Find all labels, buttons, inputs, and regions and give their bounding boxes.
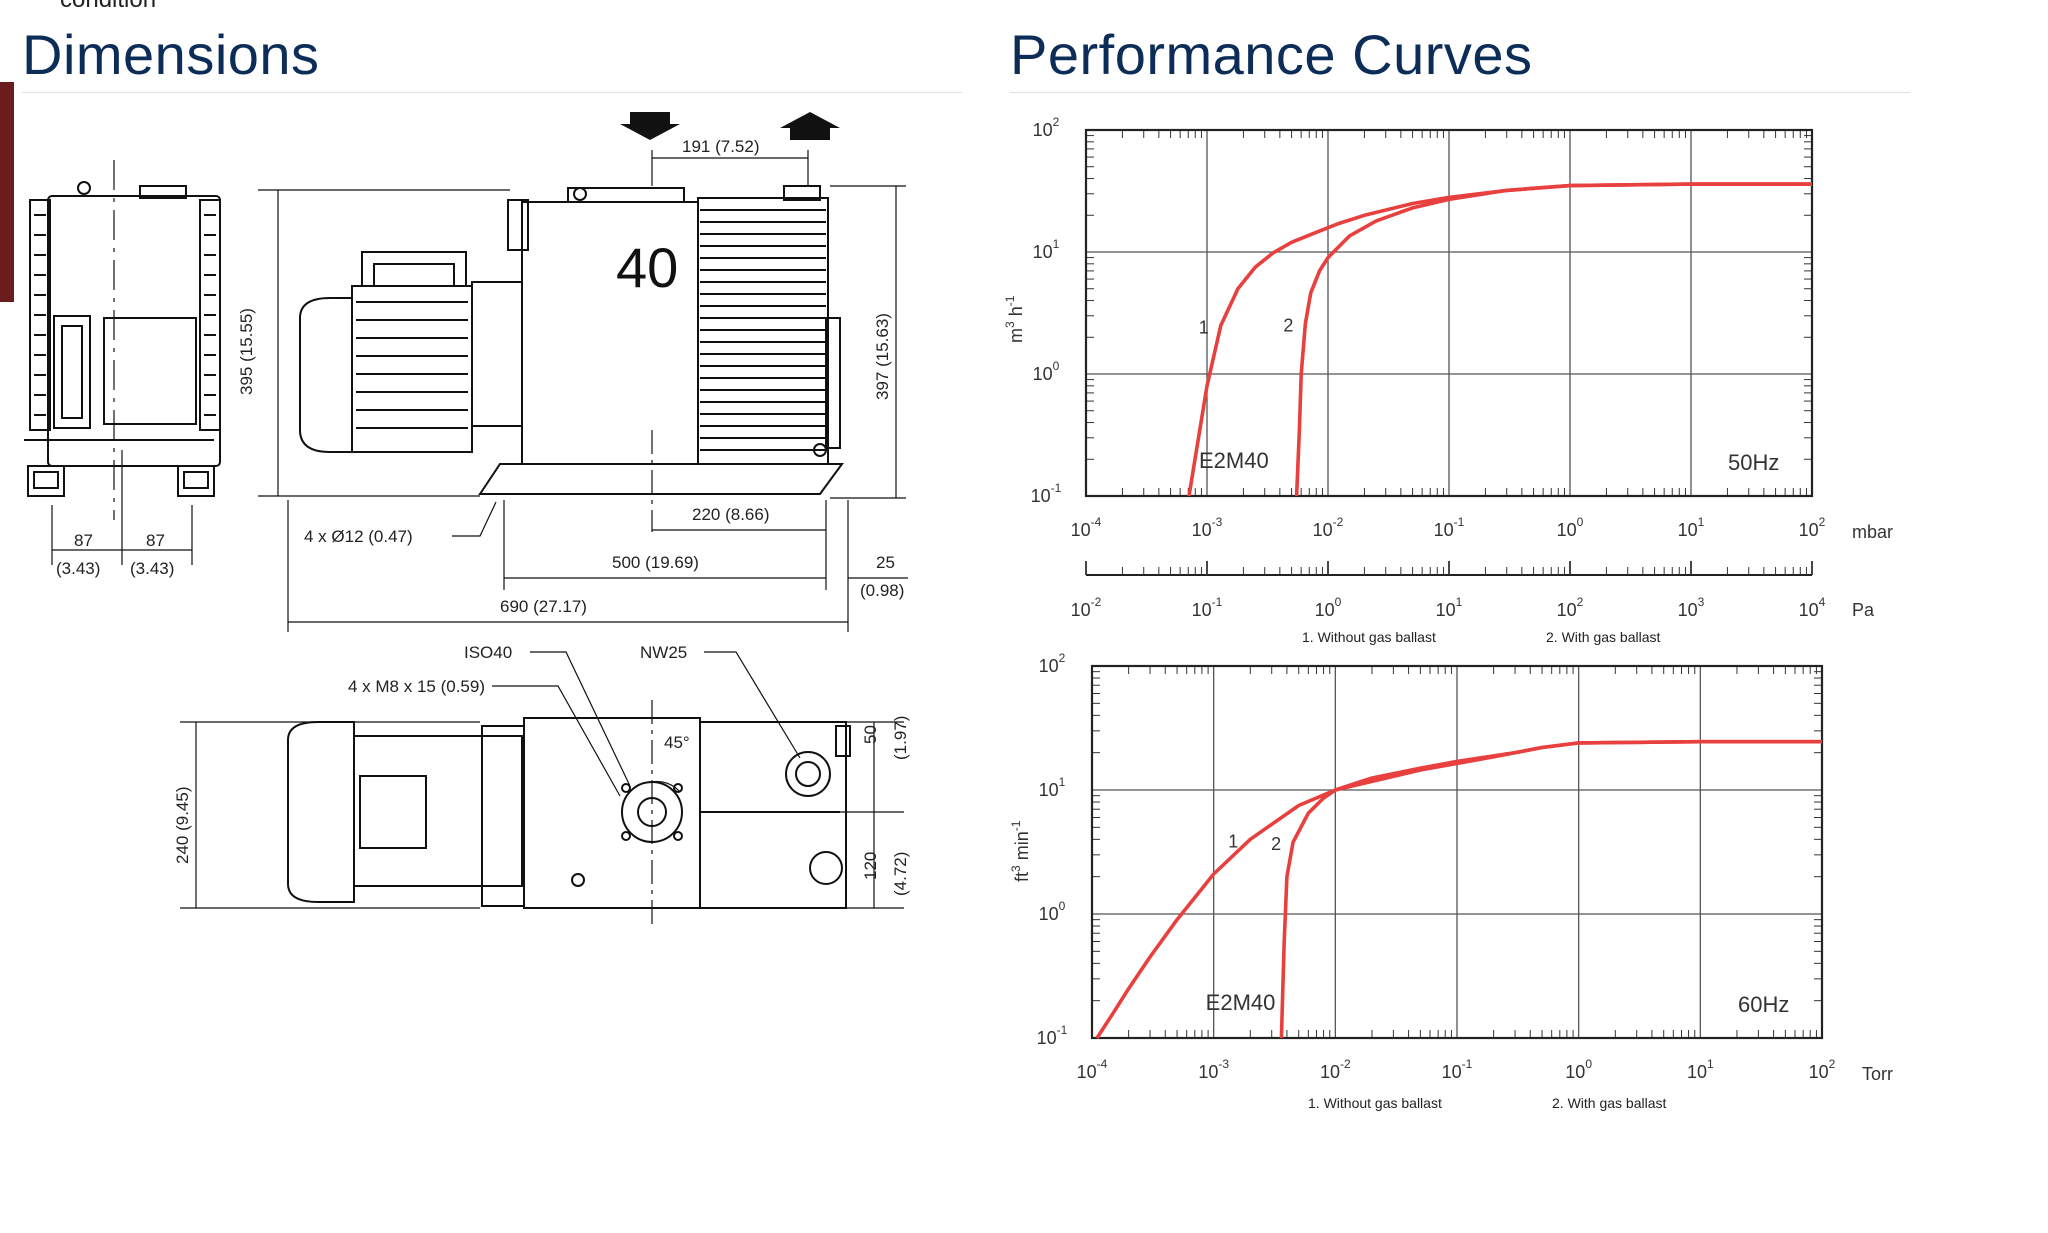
chart-60hz: 10-4 10-3 10-2 10-1 100 101 102 Torr 10-1 100 101 1… [1009, 651, 1893, 1111]
plot-frame [1090, 664, 1824, 1040]
label-iso40: ISO40 [464, 643, 512, 662]
y-axis-label: ft3 min-1 [1009, 820, 1032, 882]
y-tick-label: 100 [1033, 359, 1060, 384]
dim-120-inch: (4.72) [891, 852, 910, 896]
dim-25: 25 [876, 553, 895, 572]
dim-87-right: 87 [146, 531, 165, 550]
model-label: E2M40 [1199, 448, 1269, 473]
x-tick-label: 101 [1678, 515, 1705, 540]
pump-model-number: 40 [616, 236, 678, 299]
series-2-line [1294, 182, 1812, 497]
pa-tick-label: 101 [1436, 595, 1463, 620]
x-tick-label: 10-1 [1442, 1057, 1473, 1082]
model-label: E2M40 [1206, 990, 1276, 1015]
pa-tick-label: 102 [1557, 595, 1584, 620]
pump-side-view [299, 185, 844, 495]
page-accent-bar [0, 82, 14, 302]
dim-50-inch: (1.97) [891, 716, 910, 760]
series-2-label: 2 [1271, 834, 1281, 854]
dim-87-left-inch: (3.43) [56, 559, 100, 578]
pump-end-view [24, 181, 221, 497]
y-tick-label: 10-1 [1031, 481, 1062, 506]
x-tick-label: 10-3 [1198, 1057, 1229, 1082]
x-tick-label: 10-2 [1313, 515, 1344, 540]
y-axis-label: m3 h-1 [1003, 295, 1026, 343]
pa-tick-label: 104 [1799, 595, 1826, 620]
dim-220: 220 (8.66) [692, 505, 770, 524]
dim-87-left: 87 [74, 531, 93, 550]
label-angle-45: 45° [664, 733, 690, 752]
chart-50hz: 10-4 10-3 10-2 10-1 100 101 102 mbar10-11001011… [1003, 115, 1893, 645]
x-tick-label: 102 [1799, 515, 1826, 540]
dim-690: 690 (27.17) [500, 597, 587, 616]
y-tick-label: 10-1 [1037, 1023, 1068, 1048]
x-tick-label: 100 [1557, 515, 1584, 540]
pa-tick-label: 100 [1315, 595, 1342, 620]
x-tick-label: 10-4 [1071, 515, 1102, 540]
x-tick-label: 10-1 [1434, 515, 1465, 540]
plot-frame [1084, 128, 1814, 498]
x-tick-label: 10-4 [1077, 1057, 1108, 1082]
y-tick-label: 101 [1039, 775, 1066, 800]
x-tick-label: 10-3 [1192, 515, 1223, 540]
series-2-label: 2 [1283, 315, 1293, 335]
note-with-gas-ballast: 2. With gas ballast [1552, 1095, 1666, 1111]
pa-tick-label: 10-2 [1071, 595, 1102, 620]
pa-unit-label: Pa [1852, 600, 1875, 620]
pa-secondary-axis: 10-2 10-1 100 101 102 103 104 Pa [1071, 561, 1875, 620]
series-2-line [1279, 739, 1822, 1039]
x-tick-label: 101 [1687, 1057, 1714, 1082]
pa-tick-label: 10-1 [1192, 595, 1223, 620]
performance-divider [1010, 92, 1910, 93]
y-tick-label: 100 [1039, 899, 1066, 924]
x-tick-label: 100 [1565, 1057, 1592, 1082]
series-1-label: 1 [1199, 317, 1209, 337]
cut-off-heading-text: condition [60, 0, 156, 14]
dim-120: 120 [861, 852, 880, 880]
frequency-label: 60Hz [1738, 992, 1789, 1017]
pump-top-view [287, 717, 851, 909]
x-tick-label: 102 [1809, 1057, 1836, 1082]
inlet-arrow-icon [620, 112, 680, 140]
x-unit-label: mbar [1852, 522, 1893, 542]
y-tick-label: 102 [1039, 651, 1066, 676]
series-1-label: 1 [1228, 831, 1238, 851]
y-tick-label: 101 [1033, 237, 1060, 262]
x-unit-label: Torr [1862, 1064, 1893, 1084]
label-m8-bolts: 4 x M8 x 15 (0.59) [348, 677, 485, 696]
note-with-gas-ballast: 2. With gas ballast [1546, 629, 1660, 645]
dim-87-right-inch: (3.43) [130, 559, 174, 578]
dim-mounting-holes: 4 x Ø12 (0.47) [304, 527, 413, 546]
note-without-gas-ballast: 1. Without gas ballast [1308, 1095, 1442, 1111]
outlet-arrow-icon [780, 112, 840, 140]
x-tick-label: 10-2 [1320, 1057, 1351, 1082]
series-1-line [1187, 182, 1812, 497]
performance-curves-title: Performance Curves [1010, 23, 1533, 86]
dim-500: 500 (19.69) [612, 553, 699, 572]
dim-395: 395 (15.55) [237, 308, 256, 395]
pa-tick-label: 103 [1678, 595, 1705, 620]
dim-50: 50 [861, 725, 880, 744]
dim-191: 191 (7.52) [682, 137, 760, 156]
y-tick-label: 102 [1033, 115, 1060, 140]
dim-240: 240 (9.45) [173, 787, 192, 865]
frequency-label: 50Hz [1728, 450, 1779, 475]
dim-397: 397 (15.63) [873, 313, 892, 400]
note-without-gas-ballast: 1. Without gas ballast [1302, 629, 1436, 645]
dim-25-inch: (0.98) [860, 581, 904, 600]
label-nw25: NW25 [640, 643, 687, 662]
dimensions-divider [22, 92, 962, 93]
dimensions-title: Dimensions [22, 23, 320, 86]
